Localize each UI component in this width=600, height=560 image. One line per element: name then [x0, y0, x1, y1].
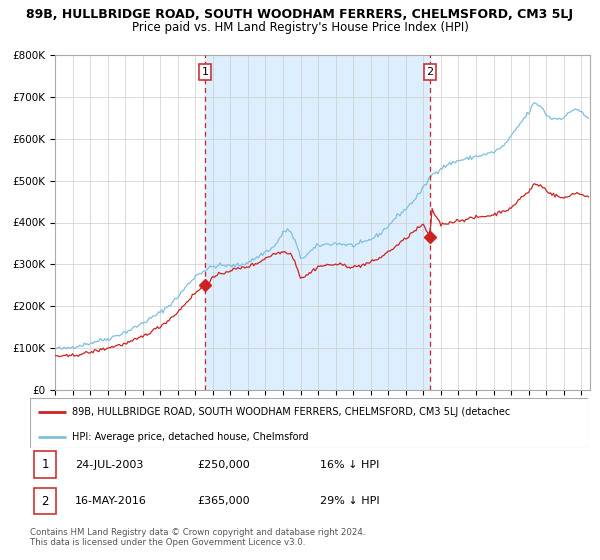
Text: £365,000: £365,000	[197, 496, 250, 506]
Text: 16-MAY-2016: 16-MAY-2016	[74, 496, 146, 506]
Text: 1: 1	[41, 458, 49, 471]
Bar	[34, 451, 56, 478]
Text: 1: 1	[202, 67, 209, 77]
Text: £250,000: £250,000	[197, 460, 250, 470]
Text: 2: 2	[41, 494, 49, 507]
Text: HPI: Average price, detached house, Chelmsford: HPI: Average price, detached house, Chel…	[72, 432, 308, 442]
Text: 29% ↓ HPI: 29% ↓ HPI	[320, 496, 380, 506]
Bar	[205, 55, 430, 390]
Text: 89B, HULLBRIDGE ROAD, SOUTH WOODHAM FERRERS, CHELMSFORD, CM3 5LJ (detachec: 89B, HULLBRIDGE ROAD, SOUTH WOODHAM FERR…	[72, 407, 510, 417]
Text: 16% ↓ HPI: 16% ↓ HPI	[320, 460, 380, 470]
Text: 89B, HULLBRIDGE ROAD, SOUTH WOODHAM FERRERS, CHELMSFORD, CM3 5LJ: 89B, HULLBRIDGE ROAD, SOUTH WOODHAM FERR…	[26, 8, 574, 21]
Text: Price paid vs. HM Land Registry's House Price Index (HPI): Price paid vs. HM Land Registry's House …	[131, 21, 469, 34]
Text: 2: 2	[426, 67, 433, 77]
Bar	[34, 488, 56, 515]
Text: 24-JUL-2003: 24-JUL-2003	[74, 460, 143, 470]
Text: Contains HM Land Registry data © Crown copyright and database right 2024.
This d: Contains HM Land Registry data © Crown c…	[30, 528, 365, 548]
